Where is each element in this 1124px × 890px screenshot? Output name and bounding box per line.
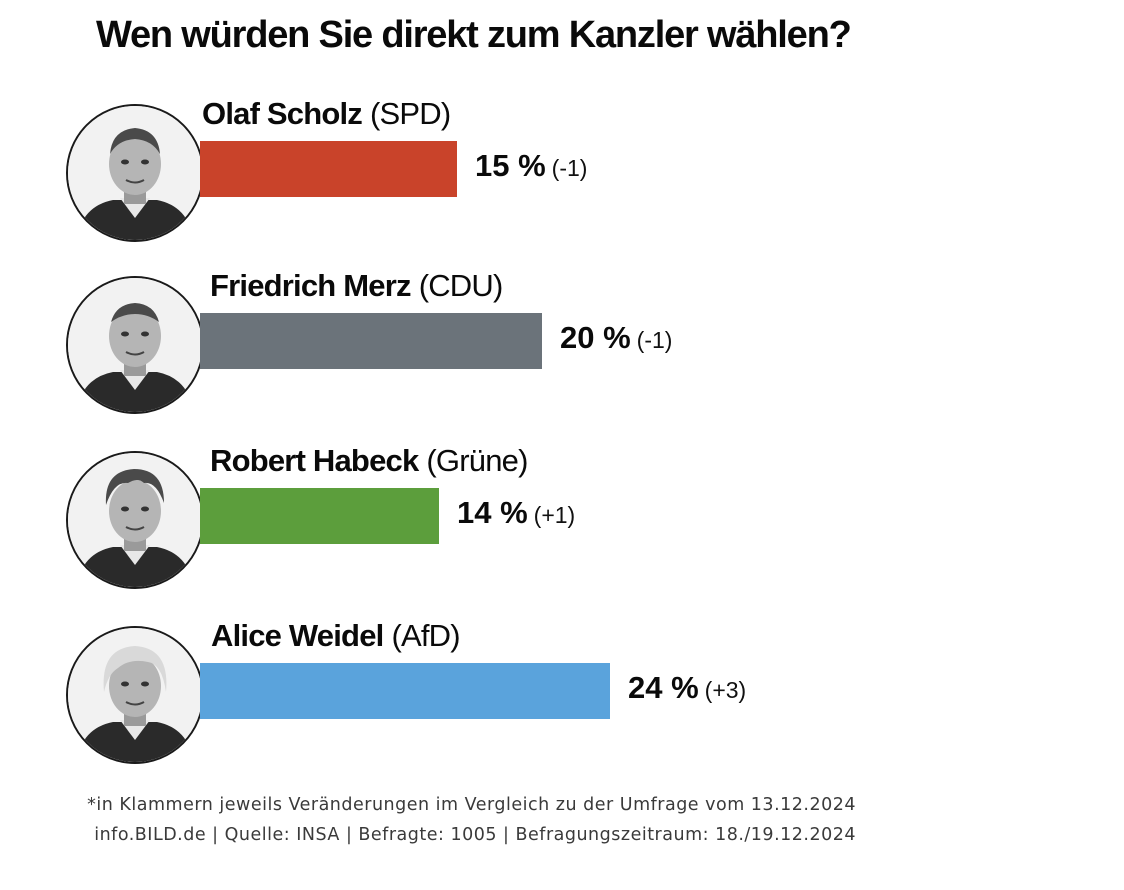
candidate-name-label: Alice Weidel (AfD) [211, 618, 461, 654]
value-label-olaf-scholz: 15 % (-1) [475, 148, 587, 184]
candidate-party: (Grüne) [426, 443, 528, 478]
value-label-alice-weidel: 24 % (+3) [628, 670, 746, 706]
bar-olaf-scholz [200, 141, 457, 197]
candidate-party: (AfD) [391, 618, 460, 653]
candidate-name-label: Olaf Scholz (SPD) [202, 96, 451, 132]
portrait-olaf-scholz [66, 104, 204, 242]
bar-row-friedrich-merz: Friedrich Merz (CDU) 20 % (-1) [0, 268, 1124, 418]
bar-chart: Olaf Scholz (SPD) 15 % (-1) Friedrich Merz (C… [0, 96, 1124, 768]
candidate-name: Friedrich Merz [210, 268, 411, 303]
percent-value: 20 % [560, 320, 631, 355]
portrait-robert-habeck [66, 451, 204, 589]
value-label-friedrich-merz: 20 % (-1) [560, 320, 672, 356]
percent-value: 24 % [628, 670, 699, 705]
bar-alice-weidel [200, 663, 610, 719]
percent-value: 14 % [457, 495, 528, 530]
candidate-party: (SPD) [370, 96, 451, 131]
portrait-friedrich-merz [66, 276, 204, 414]
percent-value: 15 % [475, 148, 546, 183]
bar-friedrich-merz [200, 313, 542, 369]
candidate-name-label: Friedrich Merz (CDU) [210, 268, 503, 304]
candidate-name: Alice Weidel [211, 618, 384, 653]
candidate-name: Robert Habeck [210, 443, 419, 478]
footnote: *in Klammern jeweils Veränderungen im Ve… [76, 790, 856, 850]
change-value: (-1) [551, 155, 588, 181]
candidate-party: (CDU) [418, 268, 504, 303]
bar-row-olaf-scholz: Olaf Scholz (SPD) 15 % (-1) [0, 96, 1124, 246]
value-label-robert-habeck: 14 % (+1) [457, 495, 575, 531]
bar-row-alice-weidel: Alice Weidel (AfD) 24 % (+3) [0, 618, 1124, 768]
chart-title: Wen würden Sie direkt zum Kanzler wählen… [96, 14, 852, 56]
footnote-change-note: *in Klammern jeweils Veränderungen im Ve… [87, 795, 856, 815]
change-value: (+3) [704, 677, 747, 703]
footnote-source: info.BILD.de | Quelle: INSA | Befragte: … [94, 825, 856, 845]
change-value: (+1) [533, 502, 576, 528]
bar-robert-habeck [200, 488, 439, 544]
change-value: (-1) [636, 327, 673, 353]
candidate-name-label: Robert Habeck (Grüne) [210, 443, 528, 479]
candidate-name: Olaf Scholz [202, 96, 363, 131]
bar-row-robert-habeck: Robert Habeck (Grüne) 14 % (+1) [0, 443, 1124, 593]
portrait-alice-weidel [66, 626, 204, 764]
